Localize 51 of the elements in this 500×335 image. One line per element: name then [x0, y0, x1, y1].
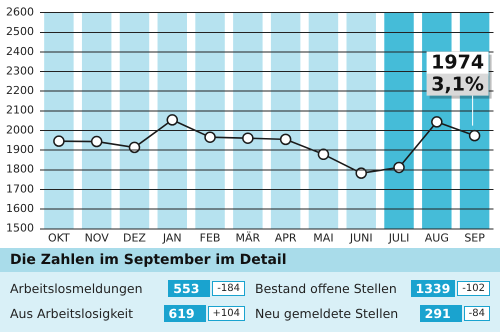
- y-tick-label: 1800: [6, 162, 34, 176]
- y-tick-label: 1700: [6, 182, 34, 196]
- x-tick-label: MAI: [313, 231, 334, 244]
- text: 619: [164, 305, 206, 322]
- y-tick-label: 2400: [6, 44, 34, 58]
- point: [242, 132, 254, 144]
- point: [393, 162, 405, 174]
- point: [355, 167, 367, 179]
- text: 553: [168, 280, 210, 297]
- point: [90, 136, 102, 148]
- y-tick-label: 1600: [6, 202, 34, 216]
- text: -84: [464, 306, 490, 321]
- y-tick-label: 2200: [6, 84, 34, 98]
- x-tick-label: DEZ: [122, 231, 146, 244]
- y-tick-label: 2100: [6, 104, 34, 117]
- point: [318, 148, 330, 160]
- point: [280, 134, 292, 146]
- text: -184: [212, 281, 245, 296]
- point: [53, 135, 65, 147]
- x-tick-label: FEB: [200, 231, 220, 244]
- y-tick-label: 1500: [6, 222, 34, 235]
- y-tick-label: 2600: [6, 5, 34, 18]
- text: Die Zahlen im September im Detail: [0, 248, 500, 272]
- point: [204, 131, 216, 143]
- text: 291: [420, 305, 462, 322]
- point: [166, 114, 178, 126]
- text: -102: [457, 281, 490, 296]
- x-tick-label: MÄR: [236, 230, 261, 244]
- x-tick-label: AUG: [424, 231, 449, 244]
- data-label: 1974: [431, 52, 484, 74]
- text: Arbeitslosmeldungen: [10, 281, 144, 296]
- text: 1339: [410, 280, 456, 297]
- point: [128, 142, 140, 154]
- text: +104: [208, 306, 245, 321]
- x-tick-label: OKT: [48, 231, 70, 244]
- text: Neu gemeldete Stellen: [255, 306, 400, 321]
- y-tick-label: 2300: [6, 64, 34, 78]
- x-tick-label: JAN: [162, 231, 182, 244]
- x-tick-label: JULI: [388, 231, 410, 244]
- x-tick-label: SEP: [464, 231, 486, 244]
- x-tick-label: NOV: [84, 231, 110, 244]
- y-tick-label: 1900: [6, 143, 34, 156]
- point: [431, 116, 443, 128]
- point: [468, 130, 480, 142]
- x-tick-label: JUNI: [348, 231, 373, 244]
- y-tick-label: 2500: [6, 25, 34, 38]
- y-tick-label: 2000: [6, 123, 34, 136]
- text: Bestand offene Stellen: [255, 281, 398, 296]
- annotation: 3,1%: [431, 74, 484, 96]
- x-tick-label: APR: [274, 231, 297, 244]
- text: Aus Arbeitslosigkeit: [10, 306, 134, 321]
